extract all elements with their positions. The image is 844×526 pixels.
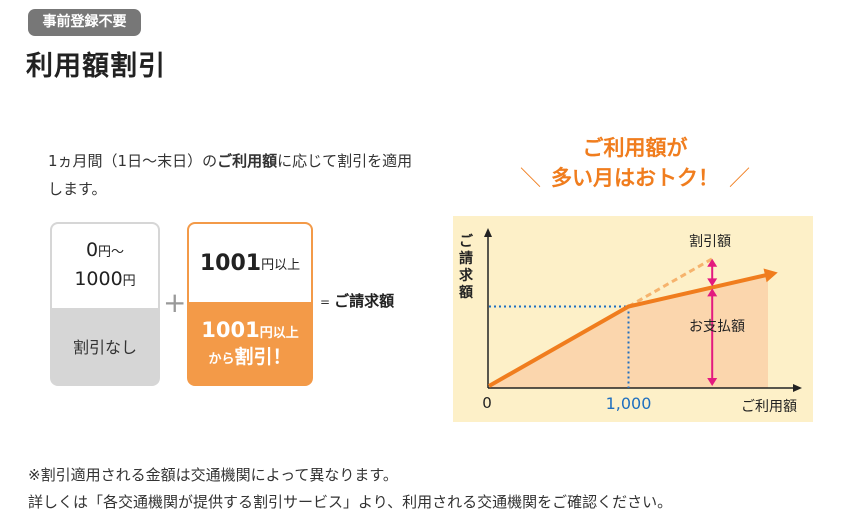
billing-result: = ご請求額 (320, 290, 394, 311)
undiscounted-line (627, 257, 713, 308)
payment-arrow-bottom-icon (707, 378, 718, 386)
range-start-unit: 円〜 (98, 245, 125, 260)
description-bold: ご利用額 (217, 152, 278, 170)
threshold-unit: 円以上 (261, 257, 301, 273)
discount-arrow-top-icon (707, 258, 718, 267)
slash-right-icon: ／ (729, 166, 750, 190)
y-axis-label-char-4: 額 (458, 284, 473, 301)
description-text-1: 1ヵ月間（1日〜末日）の (48, 152, 218, 170)
footnote-line-2: 詳しくは「各交通機関が提供する割引サービス」より、利用される交通機関をご確認くだ… (28, 493, 673, 511)
y-axis-label-char-3: 求 (459, 267, 474, 284)
equals-icon: = (320, 295, 331, 309)
footnote: ※割引適用される金額は交通機関によって異なります。 詳しくは「各交通機関が提供す… (28, 462, 672, 516)
x-tick-label: 1,000 (606, 394, 652, 413)
footnote-line-1: ※割引適用される金額は交通機関によって異なります。 (28, 466, 398, 484)
promo-headline: ご利用額が ＼ 多い月はおトク！ ／ (500, 133, 770, 193)
range-end-unit: 円 (122, 274, 136, 289)
tier-threshold: 1001 円以上 (189, 224, 311, 302)
y-axis-label-char-2: 請 (459, 250, 473, 267)
plus-icon: + (163, 286, 187, 319)
origin-label: 0 (482, 394, 492, 412)
y-axis-label: ご 請 求 額 (458, 233, 474, 301)
payment-arrow-top-icon (707, 288, 718, 297)
payment-annotation: お支払額 (689, 319, 745, 335)
discount-threshold-value: 1001 (201, 317, 260, 342)
tier-range: 0円〜 1000円 (52, 224, 158, 308)
discount-annotation: 割引額 (689, 233, 731, 250)
discount-threshold-unit: 円以上 (259, 325, 299, 341)
x-axis-arrow-icon (793, 384, 802, 392)
tier-no-discount-card: 0円〜 1000円 割引なし (50, 222, 160, 386)
headline-line-1: ご利用額が (582, 136, 688, 160)
discount-main: 割引！ (234, 345, 292, 368)
x-axis-label: ご利用額 (741, 399, 797, 415)
headline-line-2-wrap: ＼ 多い月はおトク！ ／ (500, 163, 770, 193)
billing-line (488, 272, 769, 388)
range-end: 1000 (74, 268, 123, 290)
page-title: 利用額割引 (26, 51, 166, 82)
y-axis-arrow-icon (484, 228, 492, 237)
threshold-value: 1001 (199, 250, 262, 276)
discount-description: 1ヵ月間（1日〜末日）のご利用額に応じて割引を適用します。 (48, 147, 420, 203)
y-axis-label-char-1: ご (459, 233, 474, 250)
billing-label: ご請求額 (334, 292, 395, 310)
discount-chart: ご 請 求 額 割引額 お支払額 0 1,000 ご利用額 (453, 216, 813, 422)
discount-applies-label: 1001円以上 から割引！ (189, 302, 311, 384)
range-start: 0 (85, 239, 99, 261)
payment-area (489, 274, 768, 388)
headline-line-2: 多い月はおトク！ (551, 166, 719, 190)
description-text-2: に応じて割引を適用します。 (48, 152, 413, 198)
no-registration-badge: 事前登録不要 (28, 9, 141, 36)
discount-prefix: から (208, 351, 235, 367)
no-discount-label: 割引なし (72, 338, 137, 357)
tier-discount-card: 1001 円以上 1001円以上 から割引！ (187, 222, 313, 386)
billing-line-arrow-icon (763, 268, 778, 283)
discount-arrow-bottom-icon (707, 278, 718, 287)
slash-left-icon: ＼ (520, 166, 541, 190)
